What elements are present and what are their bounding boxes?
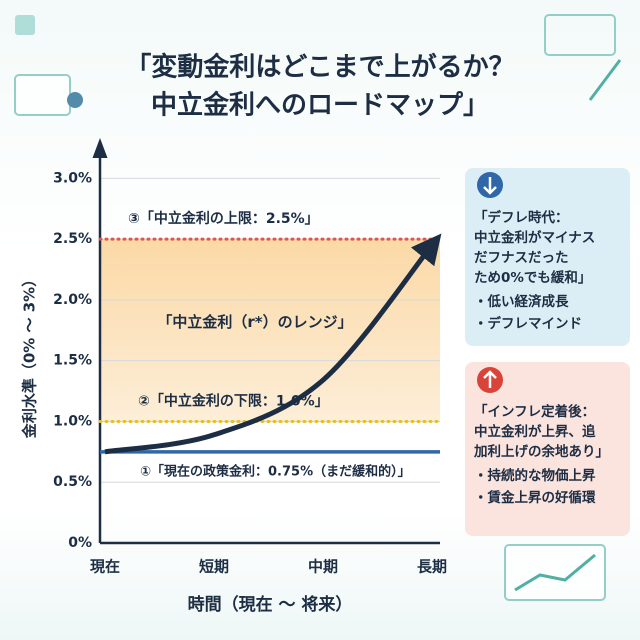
x-tick-label: 長期 xyxy=(417,558,447,576)
panel-text: 「インフレ定着後： xyxy=(474,403,595,420)
panel xyxy=(465,168,630,346)
y-tick-label: 0.5% xyxy=(53,474,92,490)
x-tick-label: 現在 xyxy=(90,558,120,576)
band-label: 「中立金利（r*）のレンジ」 xyxy=(157,313,352,331)
reference-label: ①「現在の政策金利：0.75%（まだ緩和的）」 xyxy=(140,463,411,479)
y-tick-label: 2.0% xyxy=(53,292,92,308)
panel-bullet: ・デフレマインド xyxy=(474,315,582,332)
panel xyxy=(465,362,630,536)
reference-label: ②「中立金利の下限：1.0%」 xyxy=(138,392,329,409)
trend-arrow xyxy=(104,233,442,455)
range-band xyxy=(100,239,440,422)
panel-text: ため0%でも緩和」 xyxy=(474,269,591,286)
y-tick-label: 0% xyxy=(68,535,92,551)
y-tick-label: 2.5% xyxy=(53,231,92,247)
panel-text: 「デフレ時代： xyxy=(474,209,569,226)
chart-title: 中立金利へのロードマップ」 xyxy=(151,90,489,121)
y-axis-label: 金利水準（0% 〜 3%） xyxy=(21,272,39,439)
chart-title: 「変動金利はどこまで上がるか？ xyxy=(125,52,514,83)
decoration xyxy=(14,14,622,601)
y-tick-label: 1.0% xyxy=(53,413,92,429)
panel-bullet: ・持続的な物価上昇 xyxy=(474,467,596,484)
x-axis-label: 時間（現在 〜 将来） xyxy=(188,594,353,615)
panel-bullet: ・低い経済成長 xyxy=(474,293,569,310)
panel-text: 中立金利が上昇、追 xyxy=(474,423,596,440)
x-tick-label: 中期 xyxy=(308,558,338,576)
icon xyxy=(483,177,497,195)
panel-text: だフナスだった xyxy=(474,250,569,266)
icon xyxy=(483,370,497,388)
panel-text: 中立金利がマイナス xyxy=(474,229,595,246)
panel-bullet: ・賃金上昇の好循環 xyxy=(474,489,596,506)
y-tick-label: 3.0% xyxy=(53,170,92,186)
x-tick-label: 短期 xyxy=(199,558,229,576)
reference-label: ③「中立金利の上限：2.5%」 xyxy=(128,210,319,227)
y-tick-label: 1.5% xyxy=(53,353,92,369)
panel-text: 加利上げの余地あり」 xyxy=(473,443,609,460)
